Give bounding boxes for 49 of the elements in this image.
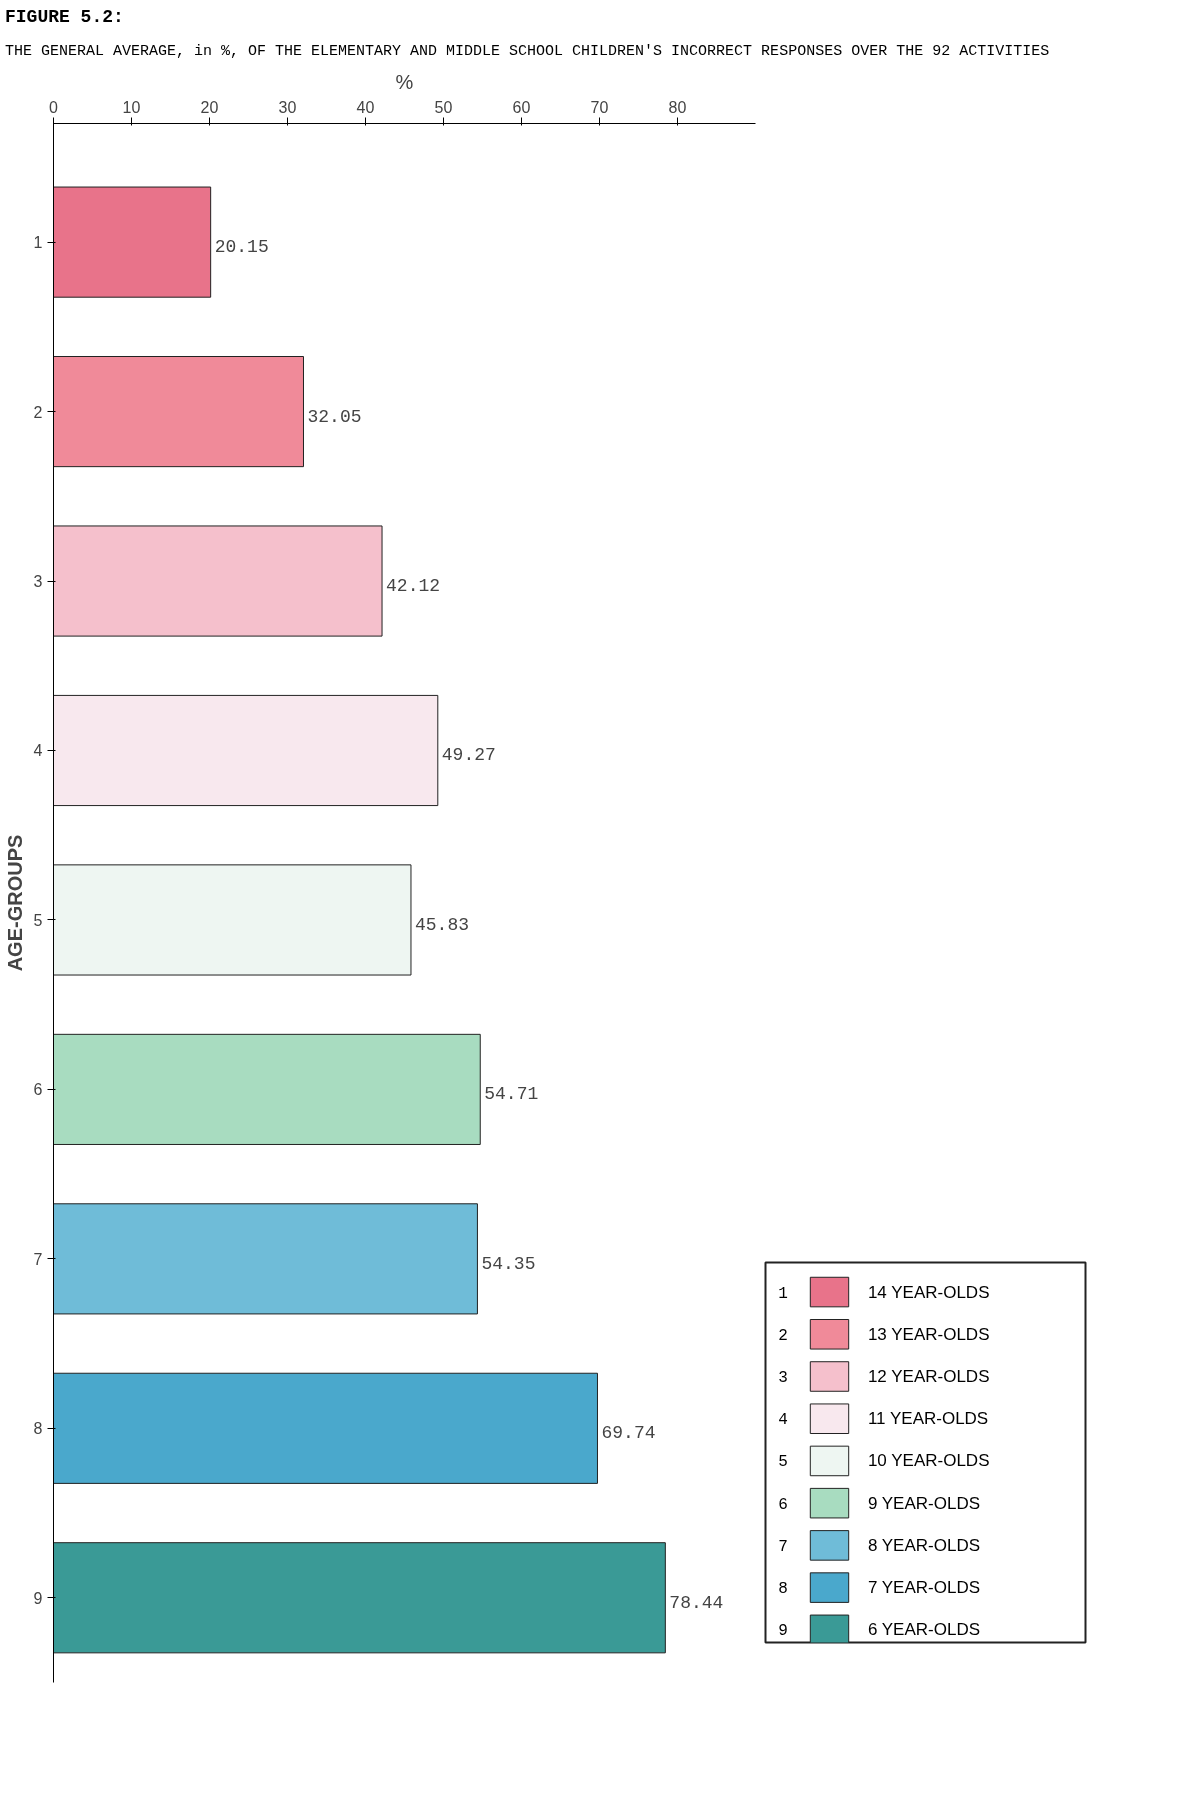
legend-label: 9 YEAR-OLDS bbox=[867, 1493, 981, 1513]
category-label: 2 bbox=[778, 1326, 788, 1345]
data-label: 54.71 bbox=[484, 1084, 539, 1105]
chart-subtitle: THE GENERAL AVERAGE, in %, OF THE ELEMENTARY AND MIDDLE SCHOOL CHILDREN'S INCORRECT RESPONSES OVER THE 92 ACTIVITIES bbox=[5, 41, 1050, 62]
x-tick-label: 40 bbox=[356, 98, 375, 116]
category-label: 8 bbox=[778, 1580, 788, 1599]
legend-label: 6 YEAR-OLDS bbox=[867, 1620, 981, 1640]
y-tick-label: 4 bbox=[33, 742, 43, 760]
y-tick-label: 7 bbox=[33, 1250, 43, 1268]
x-axis-title: % bbox=[395, 70, 414, 93]
data-label: 69.74 bbox=[601, 1423, 656, 1444]
y-tick-label: 3 bbox=[33, 573, 43, 591]
category-label: 4 bbox=[778, 1411, 788, 1430]
x-tick-label: 60 bbox=[512, 98, 531, 116]
y-tick-label: 5 bbox=[33, 912, 43, 930]
legend-label: 10 YEAR-OLDS bbox=[867, 1451, 990, 1471]
legend-label: 11 YEAR-OLDS bbox=[867, 1409, 989, 1429]
y-tick-label: 1 bbox=[33, 234, 43, 252]
category-label: 5 bbox=[778, 1453, 788, 1472]
x-tick-label: 80 bbox=[668, 98, 687, 116]
x-tick-label: 50 bbox=[434, 98, 453, 116]
category-label: 9 bbox=[778, 1622, 788, 1641]
chart-title: FIGURE 5.2: bbox=[5, 7, 124, 27]
category-label: 7 bbox=[778, 1538, 788, 1557]
x-tick-label: 0 bbox=[49, 98, 59, 116]
data-label: 20.15 bbox=[214, 237, 269, 258]
legend-label: 14 YEAR-OLDS bbox=[867, 1282, 990, 1302]
data-label: 32.05 bbox=[307, 406, 362, 427]
category-label: 3 bbox=[778, 1369, 788, 1388]
legend-label: 13 YEAR-OLDS bbox=[867, 1324, 990, 1344]
data-label: 42.12 bbox=[386, 576, 441, 597]
y-tick-label: 8 bbox=[33, 1420, 43, 1438]
x-tick-label: 10 bbox=[122, 98, 141, 116]
x-tick-label: 30 bbox=[278, 98, 297, 116]
legend-label: 7 YEAR-OLDS bbox=[867, 1578, 981, 1598]
data-label: 78.44 bbox=[669, 1592, 724, 1613]
data-label: 54.35 bbox=[481, 1253, 536, 1274]
y-tick-label: 2 bbox=[33, 403, 43, 421]
category-label: 6 bbox=[778, 1495, 788, 1514]
legend-label: 12 YEAR-OLDS bbox=[867, 1367, 990, 1387]
data-label: 49.27 bbox=[441, 745, 496, 766]
data-label: 45.83 bbox=[414, 915, 469, 936]
x-tick-label: 70 bbox=[590, 98, 609, 116]
category-label: 1 bbox=[778, 1284, 788, 1303]
legend-label: 8 YEAR-OLDS bbox=[867, 1536, 981, 1556]
x-tick-label: 20 bbox=[200, 98, 219, 116]
y-tick-label: 9 bbox=[33, 1589, 43, 1607]
y-tick-label: 6 bbox=[33, 1081, 43, 1099]
y-axis-title: AGE-GROUPS bbox=[3, 834, 26, 972]
